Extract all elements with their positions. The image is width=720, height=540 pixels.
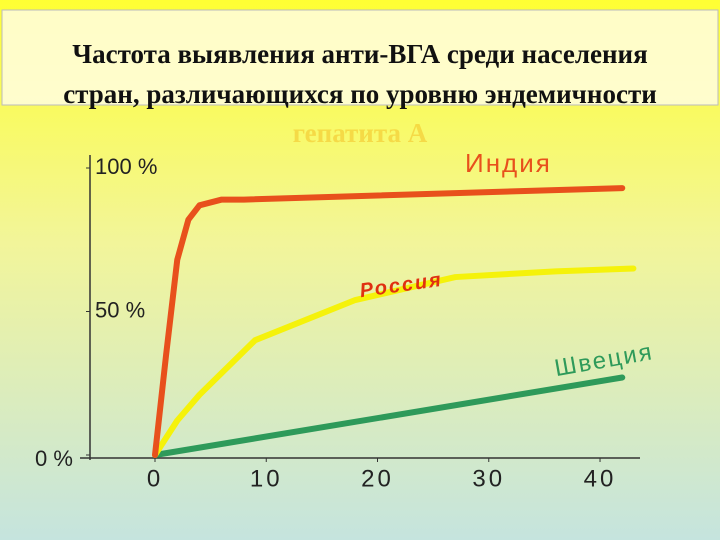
x-tick-label: 20 <box>361 465 394 492</box>
title-line: гепатита А <box>293 118 428 148</box>
x-tick-label: 30 <box>472 465 505 492</box>
series-line <box>152 185 626 458</box>
title-line: Частота выявления анти-ВГА среди населен… <box>72 39 647 69</box>
series-line <box>152 265 637 458</box>
x-tick-label: 0 <box>147 465 163 492</box>
title-line: стран, различающихся по уровню эндемично… <box>63 79 657 109</box>
x-tick-label: 10 <box>250 465 283 492</box>
series-line <box>152 374 626 458</box>
title-box <box>1 9 719 106</box>
y-tick-label: 50 % <box>95 297 145 322</box>
y-tick-label: 0 % <box>35 446 73 471</box>
x-tick-label: 40 <box>584 465 617 492</box>
series-label: Индия <box>465 148 552 178</box>
y-tick-label: 100 % <box>95 154 157 179</box>
